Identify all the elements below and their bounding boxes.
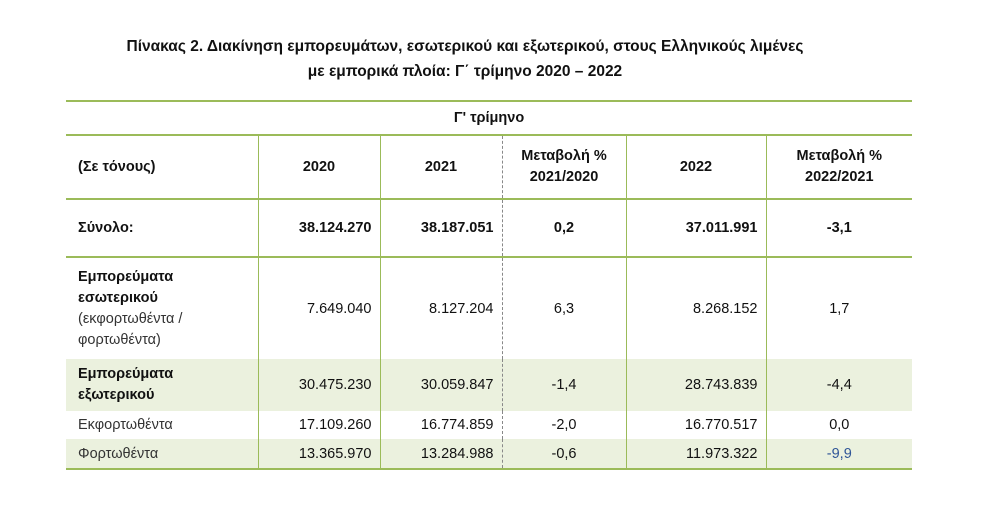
cell-unloaded-change-2: 0,0: [829, 417, 850, 433]
title-line-1: Πίνακας 2. Διακίνηση εμπορευμάτων, εσωτε…: [126, 38, 804, 55]
cell-loaded-change-2: -9,9: [766, 439, 913, 470]
header-2021: 2021: [380, 135, 503, 200]
header-change-2022-2021-line1: Μεταβολή %: [796, 148, 883, 164]
cell-unloaded-2020: 17.109.260: [258, 411, 381, 439]
cell-domestic-change-2: 1,7: [829, 300, 850, 317]
cell-unloaded-2022: 16.770.517: [626, 411, 767, 439]
cell-domestic-change-1: 6,3: [502, 257, 627, 359]
cell-foreign-change-1: -1,4: [502, 359, 627, 411]
table-row-foreign: Εμπορεύματα εξωτερικού 30.475.230 30.059…: [66, 359, 913, 411]
header-change-2022-2021-line2: 2022/2021: [805, 169, 874, 185]
freight-table: Γ' τρίμηνο (Σε τόνους) 2020 2021 Μεταβολ…: [66, 100, 913, 470]
cell-domestic-2020: 7.649.040: [258, 257, 381, 359]
cell-total-change-1: 0,2: [502, 199, 627, 258]
header-2022: 2022: [626, 135, 767, 200]
cell-foreign-2022: 28.743.839: [626, 359, 767, 411]
cell-loaded-2021: 13.284.988: [380, 439, 503, 470]
row-label-domestic-line3: (εκφορτωθέντα /: [78, 310, 183, 327]
title-line-2: με εμπορικά πλοία: Γ΄ τρίμηνο 2020 – 202…: [307, 63, 623, 80]
period-header: Γ' τρίμηνο: [66, 100, 913, 136]
units-header: (Σε τόνους): [66, 135, 259, 200]
row-label-loaded: Φορτωθέντα: [66, 439, 259, 470]
header-change-2022-2021: Μεταβολή % 2022/2021: [766, 135, 913, 200]
cell-domestic-2021: 8.127.204: [380, 257, 503, 359]
row-label-foreign-line1: Εμπορεύματα: [78, 366, 174, 382]
cell-loaded-change-1: -0,6: [502, 439, 627, 470]
row-label-domestic-line4: φορτωθέντα): [78, 331, 161, 348]
cell-loaded-2022: 11.973.322: [626, 439, 767, 470]
header-change-2021-2020: Μεταβολή % 2021/2020: [502, 135, 627, 200]
row-label-unloaded: Εκφορτωθέντα: [66, 411, 259, 439]
cell-total-2021: 38.187.051: [380, 199, 503, 258]
header-change-2021-2020-line1: Μεταβολή %: [521, 148, 607, 164]
row-label-domestic: Εμπορεύματα εσωτερικού (εκφορτωθέντα / φ…: [66, 257, 259, 359]
row-label-total: Σύνολο:: [66, 199, 259, 258]
row-label-domestic-line1: Εμπορεύματα: [78, 268, 174, 285]
cell-domestic-2022: 8.268.152: [626, 257, 767, 359]
table-title: Πίνακας 2. Διακίνηση εμπορευμάτων, εσωτε…: [0, 34, 930, 84]
cell-foreign-change-2: -4,4: [766, 359, 913, 411]
cell-foreign-2020: 30.475.230: [258, 359, 381, 411]
cell-loaded-2020: 13.365.970: [258, 439, 381, 470]
table-row-loaded: Φορτωθέντα 13.365.970 13.284.988 -0,6 11…: [66, 439, 913, 470]
row-label-foreign-line2: εξωτερικού: [78, 387, 155, 403]
cell-total-2022: 37.011.991: [626, 199, 767, 258]
table-row-total: Σύνολο: 38.124.270 38.187.051 0,2 37.011…: [66, 199, 913, 258]
table-row-unloaded: Εκφορτωθέντα 17.109.260 16.774.859 -2,0 …: [66, 411, 912, 439]
table-row-domestic: Εμπορεύματα εσωτερικού (εκφορτωθέντα / φ…: [66, 257, 912, 359]
cell-foreign-2021: 30.059.847: [380, 359, 503, 411]
cell-total-change-2: -3,1: [766, 199, 913, 258]
cell-total-2020: 38.124.270: [258, 199, 381, 258]
cell-unloaded-change-1: -2,0: [502, 411, 627, 439]
period-header-row: Γ' τρίμηνο: [66, 100, 913, 136]
row-label-domestic-line2: εσωτερικού: [78, 289, 158, 306]
cell-unloaded-2021: 16.774.859: [380, 411, 503, 439]
column-header-row: (Σε τόνους) 2020 2021 Μεταβολή % 2021/20…: [66, 135, 913, 200]
row-label-foreign: Εμπορεύματα εξωτερικού: [66, 359, 259, 411]
header-change-2021-2020-line2: 2021/2020: [529, 169, 599, 185]
header-2020: 2020: [258, 135, 381, 200]
